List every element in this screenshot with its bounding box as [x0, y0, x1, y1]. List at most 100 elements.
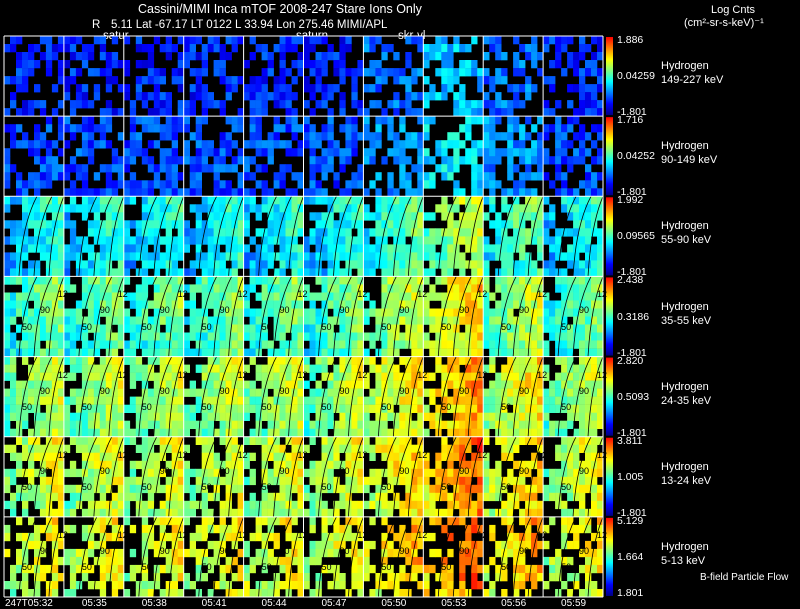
pitch-angle-label: 90	[459, 305, 470, 316]
heatmap-cell	[183, 276, 244, 357]
pitch-angle-label: 50	[441, 401, 452, 412]
pitch-angle-label: 50	[561, 321, 572, 332]
ephemeris-line: 5.11 Lat -67.17 LT 0122 L 33.94 Lon 275.…	[111, 19, 388, 31]
heatmap-cell	[4, 36, 65, 117]
heatmap-cell	[183, 516, 244, 598]
contour-line	[333, 356, 352, 437]
ephem-r-label: R	[92, 19, 101, 31]
contour-line	[452, 196, 472, 277]
pitch-angle-label: 12	[357, 449, 368, 460]
pitch-angle-label: 12	[417, 529, 428, 540]
contour-line	[78, 516, 98, 598]
contour-line	[48, 436, 65, 517]
pitch-angle-label: 90	[99, 385, 110, 396]
contour-line	[18, 436, 38, 517]
contour-line	[168, 196, 185, 277]
pitch-angle-label: 90	[219, 385, 230, 396]
heatmap-cell	[63, 356, 125, 437]
pitch-angle-label: 90	[579, 465, 590, 476]
contour-line	[512, 196, 532, 277]
pitch-angle-label: 90	[399, 465, 410, 476]
panel-energy-label: 35-55 keV	[661, 314, 712, 327]
pitch-angle-label: 50	[201, 401, 212, 412]
contour-line	[93, 436, 113, 517]
colorbar-max-label: 5.129	[617, 514, 644, 527]
panel-energy-label: 90-149 keV	[661, 154, 718, 167]
heatmap-cell	[363, 436, 424, 518]
contour-line	[168, 356, 185, 437]
contour-line	[467, 356, 484, 437]
pitch-angle-label: 90	[279, 465, 290, 476]
contour-line	[273, 356, 292, 437]
heatmap-cell	[483, 436, 544, 518]
contour-line	[512, 356, 532, 437]
pitch-angle-label: 12	[597, 449, 608, 460]
pitch-angle-label: 90	[219, 465, 230, 476]
pitch-angle-label: 50	[501, 481, 512, 492]
pitch-angle-label: 90	[519, 465, 530, 476]
heatmap-cell	[423, 196, 484, 277]
contour-line	[273, 436, 292, 517]
pitch-angle-label: 50	[561, 481, 572, 492]
heatmap-cell	[243, 436, 304, 518]
contour-line	[198, 436, 217, 517]
colorbar	[606, 197, 613, 276]
heatmap-cell	[123, 356, 184, 437]
pitch-angle-label: 12	[477, 369, 488, 380]
contour-line	[377, 436, 397, 517]
contour-line	[228, 196, 244, 277]
pitch-angle-label: 90	[339, 385, 350, 396]
pitch-angle-label: 50	[141, 401, 152, 412]
contour-line	[228, 436, 244, 517]
heatmap-cell	[63, 436, 125, 518]
time-tick-label: 05:53	[441, 598, 467, 609]
colorbar-units-title: Log Cnts	[711, 4, 756, 16]
pitch-angle-label: 90	[39, 465, 50, 476]
heatmap-cell	[123, 276, 184, 357]
heatmap-cell	[243, 356, 304, 437]
pitch-angle-label: 50	[81, 321, 92, 332]
pitch-angle-label: 90	[39, 385, 50, 396]
heatmap-cell	[4, 276, 65, 357]
chart-title: Cassini/MIMI Inca mTOF 2008-247 Stare Io…	[138, 2, 422, 16]
contour-line	[497, 436, 517, 517]
contour-line	[153, 436, 173, 517]
heatmap-cells	[4, 36, 604, 598]
contour-line	[18, 276, 38, 357]
contour-line	[198, 276, 217, 357]
colorbar-max-label: 2.438	[617, 274, 644, 287]
pitch-angle-label: 12	[537, 449, 548, 460]
time-tick-label: 05:35	[81, 598, 107, 609]
contour-line	[527, 356, 544, 437]
contour-line	[138, 436, 158, 517]
contour-line	[587, 356, 604, 437]
pitch-angle-label: 50	[141, 481, 152, 492]
heatmap-cell	[243, 36, 304, 117]
contour-line	[78, 276, 98, 357]
pitch-angle-label: 12	[357, 369, 368, 380]
colorbar	[606, 357, 613, 436]
pitch-angle-label: 90	[219, 545, 230, 556]
pitch-angle-label: 50	[441, 561, 452, 572]
contour-line	[467, 196, 484, 277]
colorbar-max-label: 1.992	[617, 194, 644, 207]
colorbar	[606, 437, 613, 516]
heatmap-cell	[423, 436, 484, 518]
pitch-angle-label: 50	[321, 401, 332, 412]
pitch-angle-label: 50	[501, 561, 512, 572]
contour-line	[78, 436, 98, 517]
pitch-angle-label: 50	[441, 481, 452, 492]
colorbar-mid-label: 0.3186	[617, 310, 650, 323]
heatmap-cell	[123, 196, 184, 277]
contour-line	[33, 516, 53, 598]
panel-species-label: Hydrogen	[661, 300, 709, 313]
colorbar-min-label: 1.801	[617, 587, 644, 599]
heatmap-cell	[4, 116, 65, 197]
contour-line	[452, 356, 472, 437]
pitch-angle-label: 50	[561, 561, 572, 572]
panel-species-label: Hydrogen	[661, 60, 709, 73]
heatmap-cell	[303, 436, 364, 518]
panel-energy-label: 5-13 keV	[661, 554, 706, 567]
contour-line	[437, 276, 457, 357]
pitch-angle-label: 90	[579, 385, 590, 396]
